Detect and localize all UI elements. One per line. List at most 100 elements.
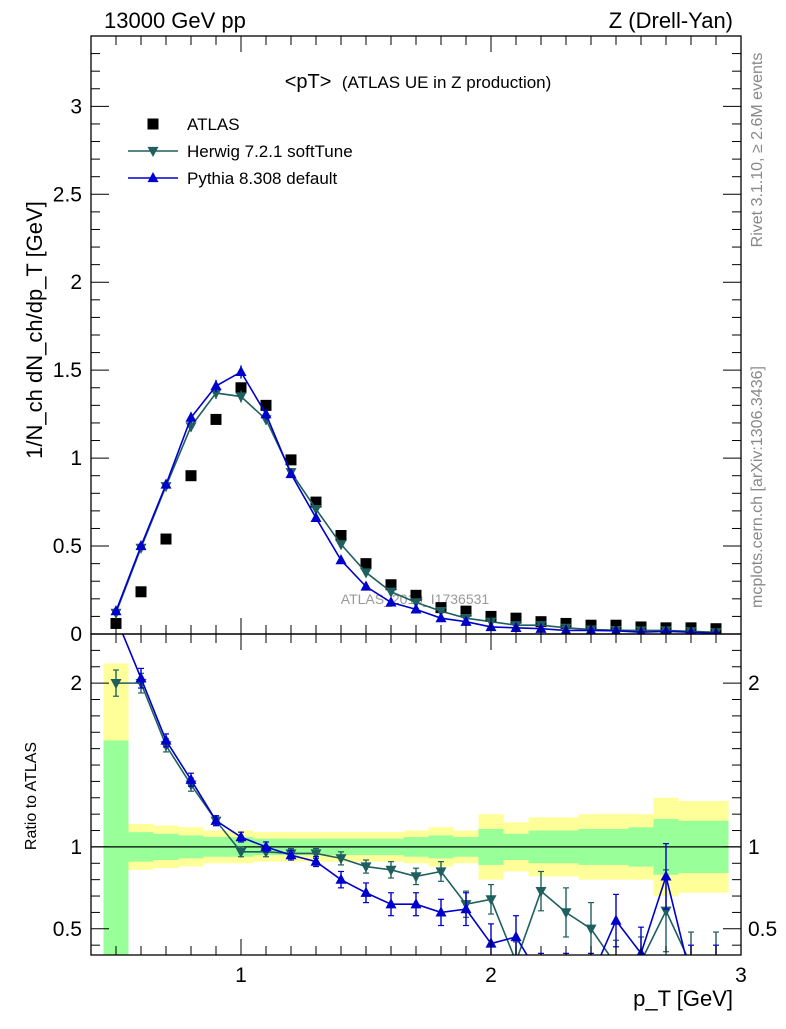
ratio-point xyxy=(535,887,547,898)
ratio-y-tick-label: 0.5 xyxy=(53,918,82,941)
rivet-label: Rivet 3.1.10, ≥ 2.6M events xyxy=(749,53,766,248)
ratio-point xyxy=(335,854,347,865)
ratio-point xyxy=(560,908,572,919)
main-point xyxy=(385,587,397,598)
y-tick-label: 0 xyxy=(70,623,82,646)
y-tick-label: 2.5 xyxy=(53,183,82,206)
main-point xyxy=(360,580,372,591)
main-point xyxy=(235,365,247,377)
ratio-point xyxy=(711,961,722,971)
y-tick-label: 2 xyxy=(70,271,82,294)
main-point xyxy=(310,504,322,516)
main-point xyxy=(410,598,422,609)
main-point xyxy=(485,610,497,622)
ratio-point xyxy=(410,872,422,883)
y-tick-label: 1 xyxy=(70,447,82,470)
main-point xyxy=(110,617,122,629)
ratio-y-tick-label-right: 1 xyxy=(748,836,760,859)
ratio-point xyxy=(510,930,522,942)
ratio-point xyxy=(636,957,647,967)
plot-title-main: <pT> xyxy=(285,71,332,93)
main-point xyxy=(285,454,297,466)
main-point xyxy=(385,579,397,591)
ratio-point xyxy=(310,849,322,860)
main-point xyxy=(235,392,247,403)
ratio-point xyxy=(586,972,597,982)
ratio-point xyxy=(686,961,697,971)
legend-label: ATLAS xyxy=(187,115,240,134)
header-right: Z (Drell-Yan) xyxy=(609,8,733,33)
main-point xyxy=(335,554,347,565)
ratio-point xyxy=(335,873,347,884)
legend-label: Pythia 8.308 default xyxy=(187,169,338,188)
x-tick-label: 3 xyxy=(735,964,747,987)
ratio-point xyxy=(210,814,222,825)
legend: ATLAS Herwig 7.2.1 softTune Pythia 8.308 d… xyxy=(128,115,353,188)
ratio-point xyxy=(536,972,547,982)
main-point xyxy=(435,607,447,618)
ratio-point xyxy=(410,898,422,909)
ratio-point xyxy=(460,903,472,914)
main-point xyxy=(360,568,372,579)
ratio-point xyxy=(385,865,397,876)
legend-label: Herwig 7.2.1 softTune xyxy=(187,142,353,161)
y-tick-label: 3 xyxy=(70,95,82,118)
ratio-point xyxy=(360,886,372,897)
main-point xyxy=(135,540,147,551)
main-point xyxy=(310,496,322,508)
main-point xyxy=(185,470,197,482)
main-point xyxy=(335,530,347,542)
main-series-group xyxy=(110,365,722,634)
ratio-panel: 1 2 30.5 0.51 12 2 xyxy=(53,633,777,987)
plot-title: <pT> (ATLAS UE in Z production) xyxy=(285,71,552,93)
ratio-point xyxy=(485,895,497,906)
ratio-point xyxy=(310,855,322,866)
ratio-ylabel: Ratio to ATLAS xyxy=(23,742,40,850)
ratio-point xyxy=(511,957,522,967)
main-panel: 0 0.5 1 1.5 2 2.5 3 xyxy=(53,35,742,646)
main-point xyxy=(310,511,322,523)
main-point xyxy=(385,596,397,607)
main-point xyxy=(460,605,472,617)
main-point xyxy=(260,408,272,419)
ratio-point xyxy=(385,898,397,909)
x-tick-label: 2 xyxy=(485,964,497,987)
main-ylabel: 1/N_ch dN_ch/dp_T [GeV] xyxy=(22,201,47,459)
main-point xyxy=(410,589,422,601)
legend-marker xyxy=(147,171,159,183)
main-point xyxy=(210,388,222,400)
main-point xyxy=(135,586,147,598)
ratio-point xyxy=(435,906,447,917)
plot-title-sub: (ATLAS UE in Z production) xyxy=(342,73,551,92)
ratio-point xyxy=(260,840,272,852)
main-point xyxy=(185,411,197,422)
ratio-point xyxy=(435,867,447,878)
ratio-point xyxy=(561,972,572,982)
ratio-point xyxy=(110,679,122,690)
ratio-series-group xyxy=(110,634,722,982)
y-tick-label: 0.5 xyxy=(53,535,82,558)
main-point xyxy=(160,478,172,489)
main-point xyxy=(510,612,522,624)
mcplots-label: mcplots.cern.ch [arXiv:1306.3436] xyxy=(749,366,766,608)
main-point xyxy=(335,540,347,551)
main-point xyxy=(210,379,222,391)
ratio-point xyxy=(135,672,147,683)
ratio-y-tick-label: 1 xyxy=(70,836,82,859)
ratio-point xyxy=(160,734,172,745)
main-point xyxy=(210,413,222,425)
main-point xyxy=(285,467,297,479)
ratio-y-tick-label: 2 xyxy=(70,672,82,695)
ratio-point xyxy=(686,972,697,982)
ratio-point xyxy=(711,972,722,982)
legend-marker xyxy=(147,118,159,130)
ratio-point xyxy=(285,849,297,860)
main-point xyxy=(360,558,372,570)
ratio-point xyxy=(611,961,622,971)
band-inner xyxy=(103,740,129,955)
ratio-line-1 xyxy=(121,634,687,955)
main-point xyxy=(435,612,447,623)
ratio-point xyxy=(610,914,622,925)
ratio-point xyxy=(360,862,372,873)
